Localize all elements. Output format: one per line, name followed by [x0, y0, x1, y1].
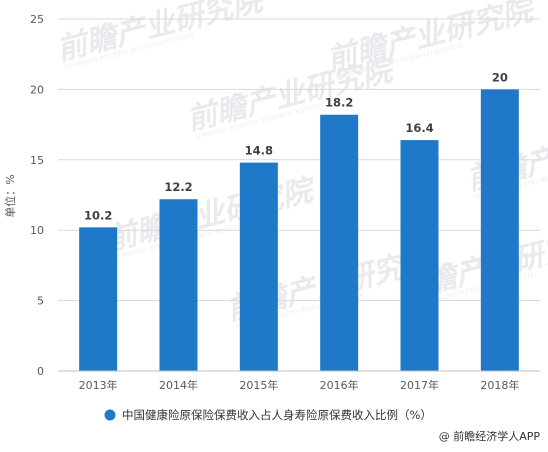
data-label: 10.2 [84, 208, 112, 222]
bar-2015年 [239, 162, 278, 371]
watermark-text: 前瞻产业研究院 [53, 0, 270, 68]
x-tick-label: 2014年 [159, 378, 198, 392]
watermark-text: 前瞻产业研究院 [103, 172, 320, 258]
y-tick-label: 10 [30, 224, 44, 237]
y-tick-label: 25 [30, 13, 44, 26]
y-tick-label: 15 [30, 154, 44, 167]
legend-swatch [104, 409, 116, 421]
bars [79, 89, 519, 372]
y-tick-label: 0 [37, 365, 44, 378]
bar-2017年 [400, 140, 439, 371]
x-tick-label: 2018年 [480, 378, 519, 392]
y-tick-label: 5 [37, 295, 44, 308]
bar-2014年 [159, 199, 198, 371]
x-tick-label: 2016年 [320, 378, 359, 392]
x-tick-label: 2017年 [400, 378, 439, 392]
x-axis-tick-labels: 2013年 2014年 2015年 2016年 2017年 2018年 [79, 378, 520, 392]
data-label: 14.8 [245, 144, 273, 158]
data-label: 20 [492, 70, 508, 84]
watermark-text: 前瞻产业研究院 [323, 0, 540, 78]
y-tick-label: 20 [30, 83, 44, 96]
x-tick-label: 2015年 [239, 378, 278, 392]
y-axis-tick-labels: 0 5 10 15 20 25 [30, 13, 44, 378]
gridlines [58, 18, 540, 302]
legend: 中国健康险原保险保费收入占人身寿险原保费收入比例（%） [104, 408, 432, 422]
y-axis-title: 单位：% [3, 174, 17, 217]
bar-2018年 [480, 89, 519, 372]
data-labels: 10.2 12.2 14.8 18.2 16.4 20 [84, 70, 508, 222]
data-label: 18.2 [325, 96, 353, 110]
legend-label: 中国健康险原保险保费收入占人身寿险原保费收入比例（%） [122, 408, 432, 422]
bar-2016年 [320, 114, 359, 371]
source-credit: @ 前瞻经济学人APP [439, 429, 541, 443]
data-label: 12.2 [164, 180, 192, 194]
data-label: 16.4 [405, 121, 433, 135]
x-tick-label: 2013年 [79, 378, 118, 392]
bar-2013年 [79, 227, 118, 371]
